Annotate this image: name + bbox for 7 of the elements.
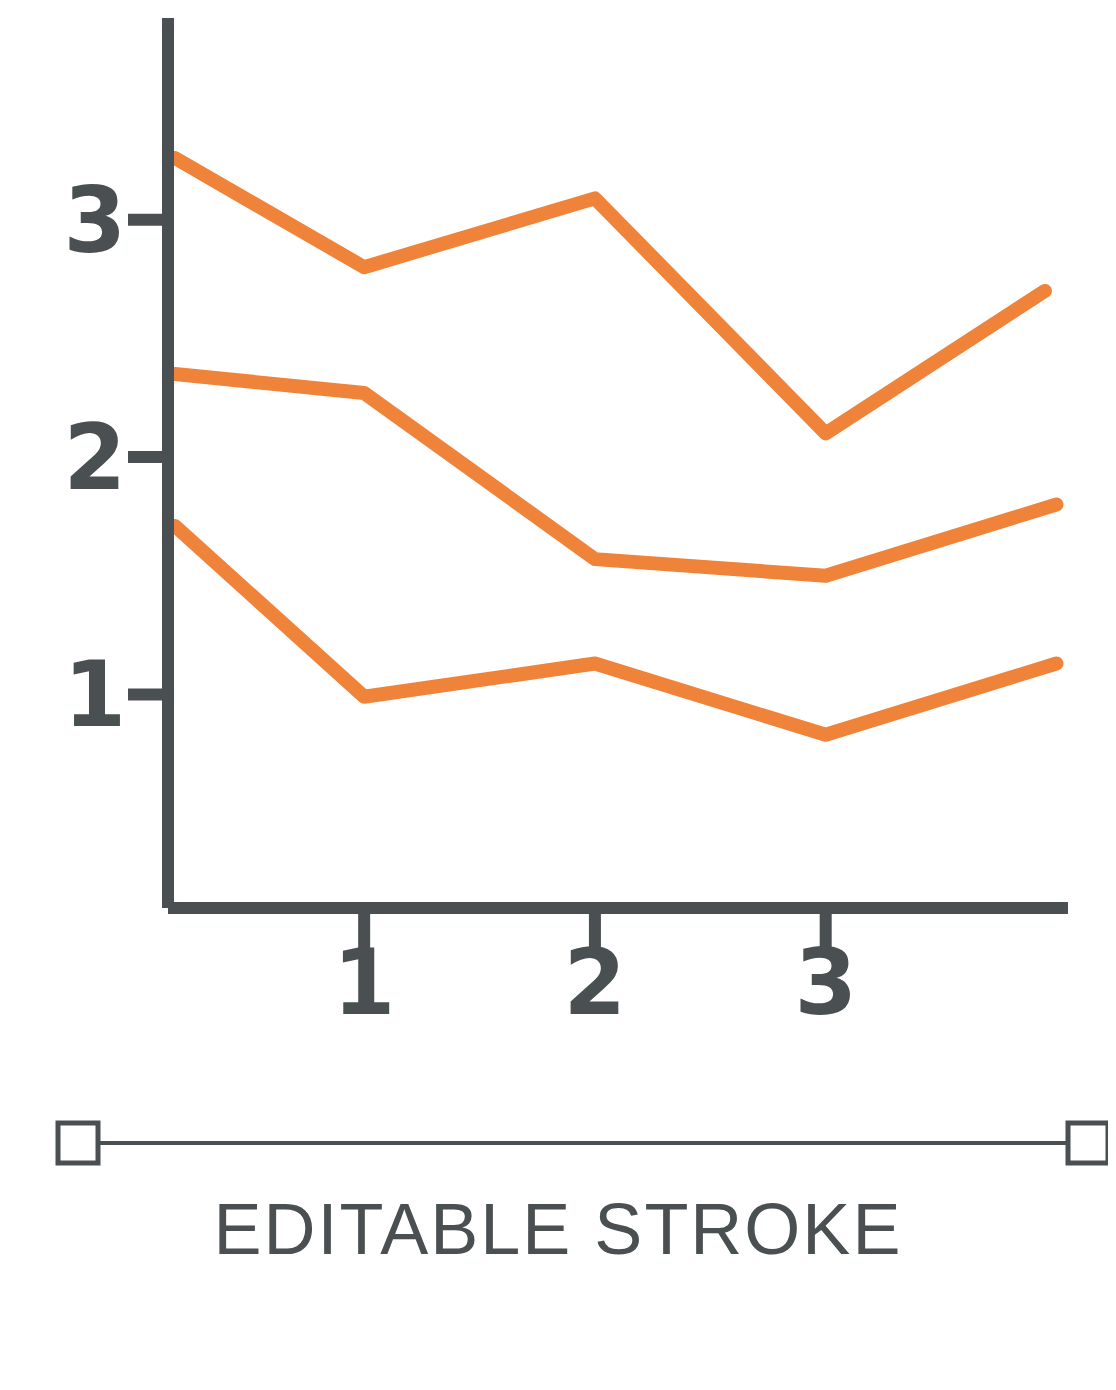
text: EDITABLE STROKE [212,1188,904,1270]
x-tick-label: 1 [332,929,396,1035]
y-tick-label: 3 [63,167,126,273]
x-tick-label: 2 [563,929,627,1035]
y-tick-label: 2 [63,405,126,511]
y-tick-label: 1 [63,642,126,748]
x-tick-label: 3 [794,929,857,1035]
